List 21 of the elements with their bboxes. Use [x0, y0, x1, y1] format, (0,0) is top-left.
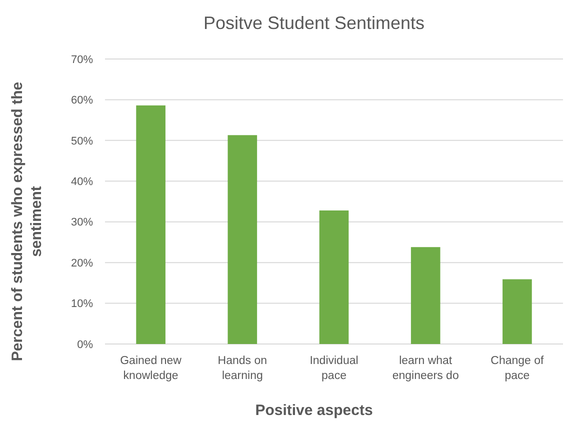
bar — [228, 135, 258, 344]
x-tick-label: Gained new knowledge — [120, 355, 182, 382]
y-axis-title: Percent of students who expressed the sentiment — [9, 82, 45, 362]
y-tick-label: 30% — [70, 216, 94, 229]
x-tick-label: learn what engineers do — [392, 355, 459, 382]
x-tick-label: Change of pace — [490, 355, 545, 382]
bar — [502, 279, 532, 344]
x-tick-label: Hands on learning — [218, 355, 268, 382]
y-tick-label: 70% — [70, 54, 94, 66]
y-tick-label: 20% — [70, 257, 94, 270]
y-tick-label: 10% — [70, 298, 94, 310]
y-tick-label: 0% — [77, 338, 94, 351]
bar — [136, 105, 166, 344]
y-tick-label: 60% — [70, 94, 94, 107]
x-axis-title: Positive aspects — [255, 402, 373, 419]
chart-title: Positve Student Sentiments — [203, 13, 425, 33]
y-tick-label: 50% — [70, 135, 94, 148]
bar — [319, 210, 349, 344]
y-tick-label: 40% — [70, 176, 94, 188]
bar — [410, 247, 440, 344]
x-tick-label: Individual pace — [310, 355, 358, 382]
